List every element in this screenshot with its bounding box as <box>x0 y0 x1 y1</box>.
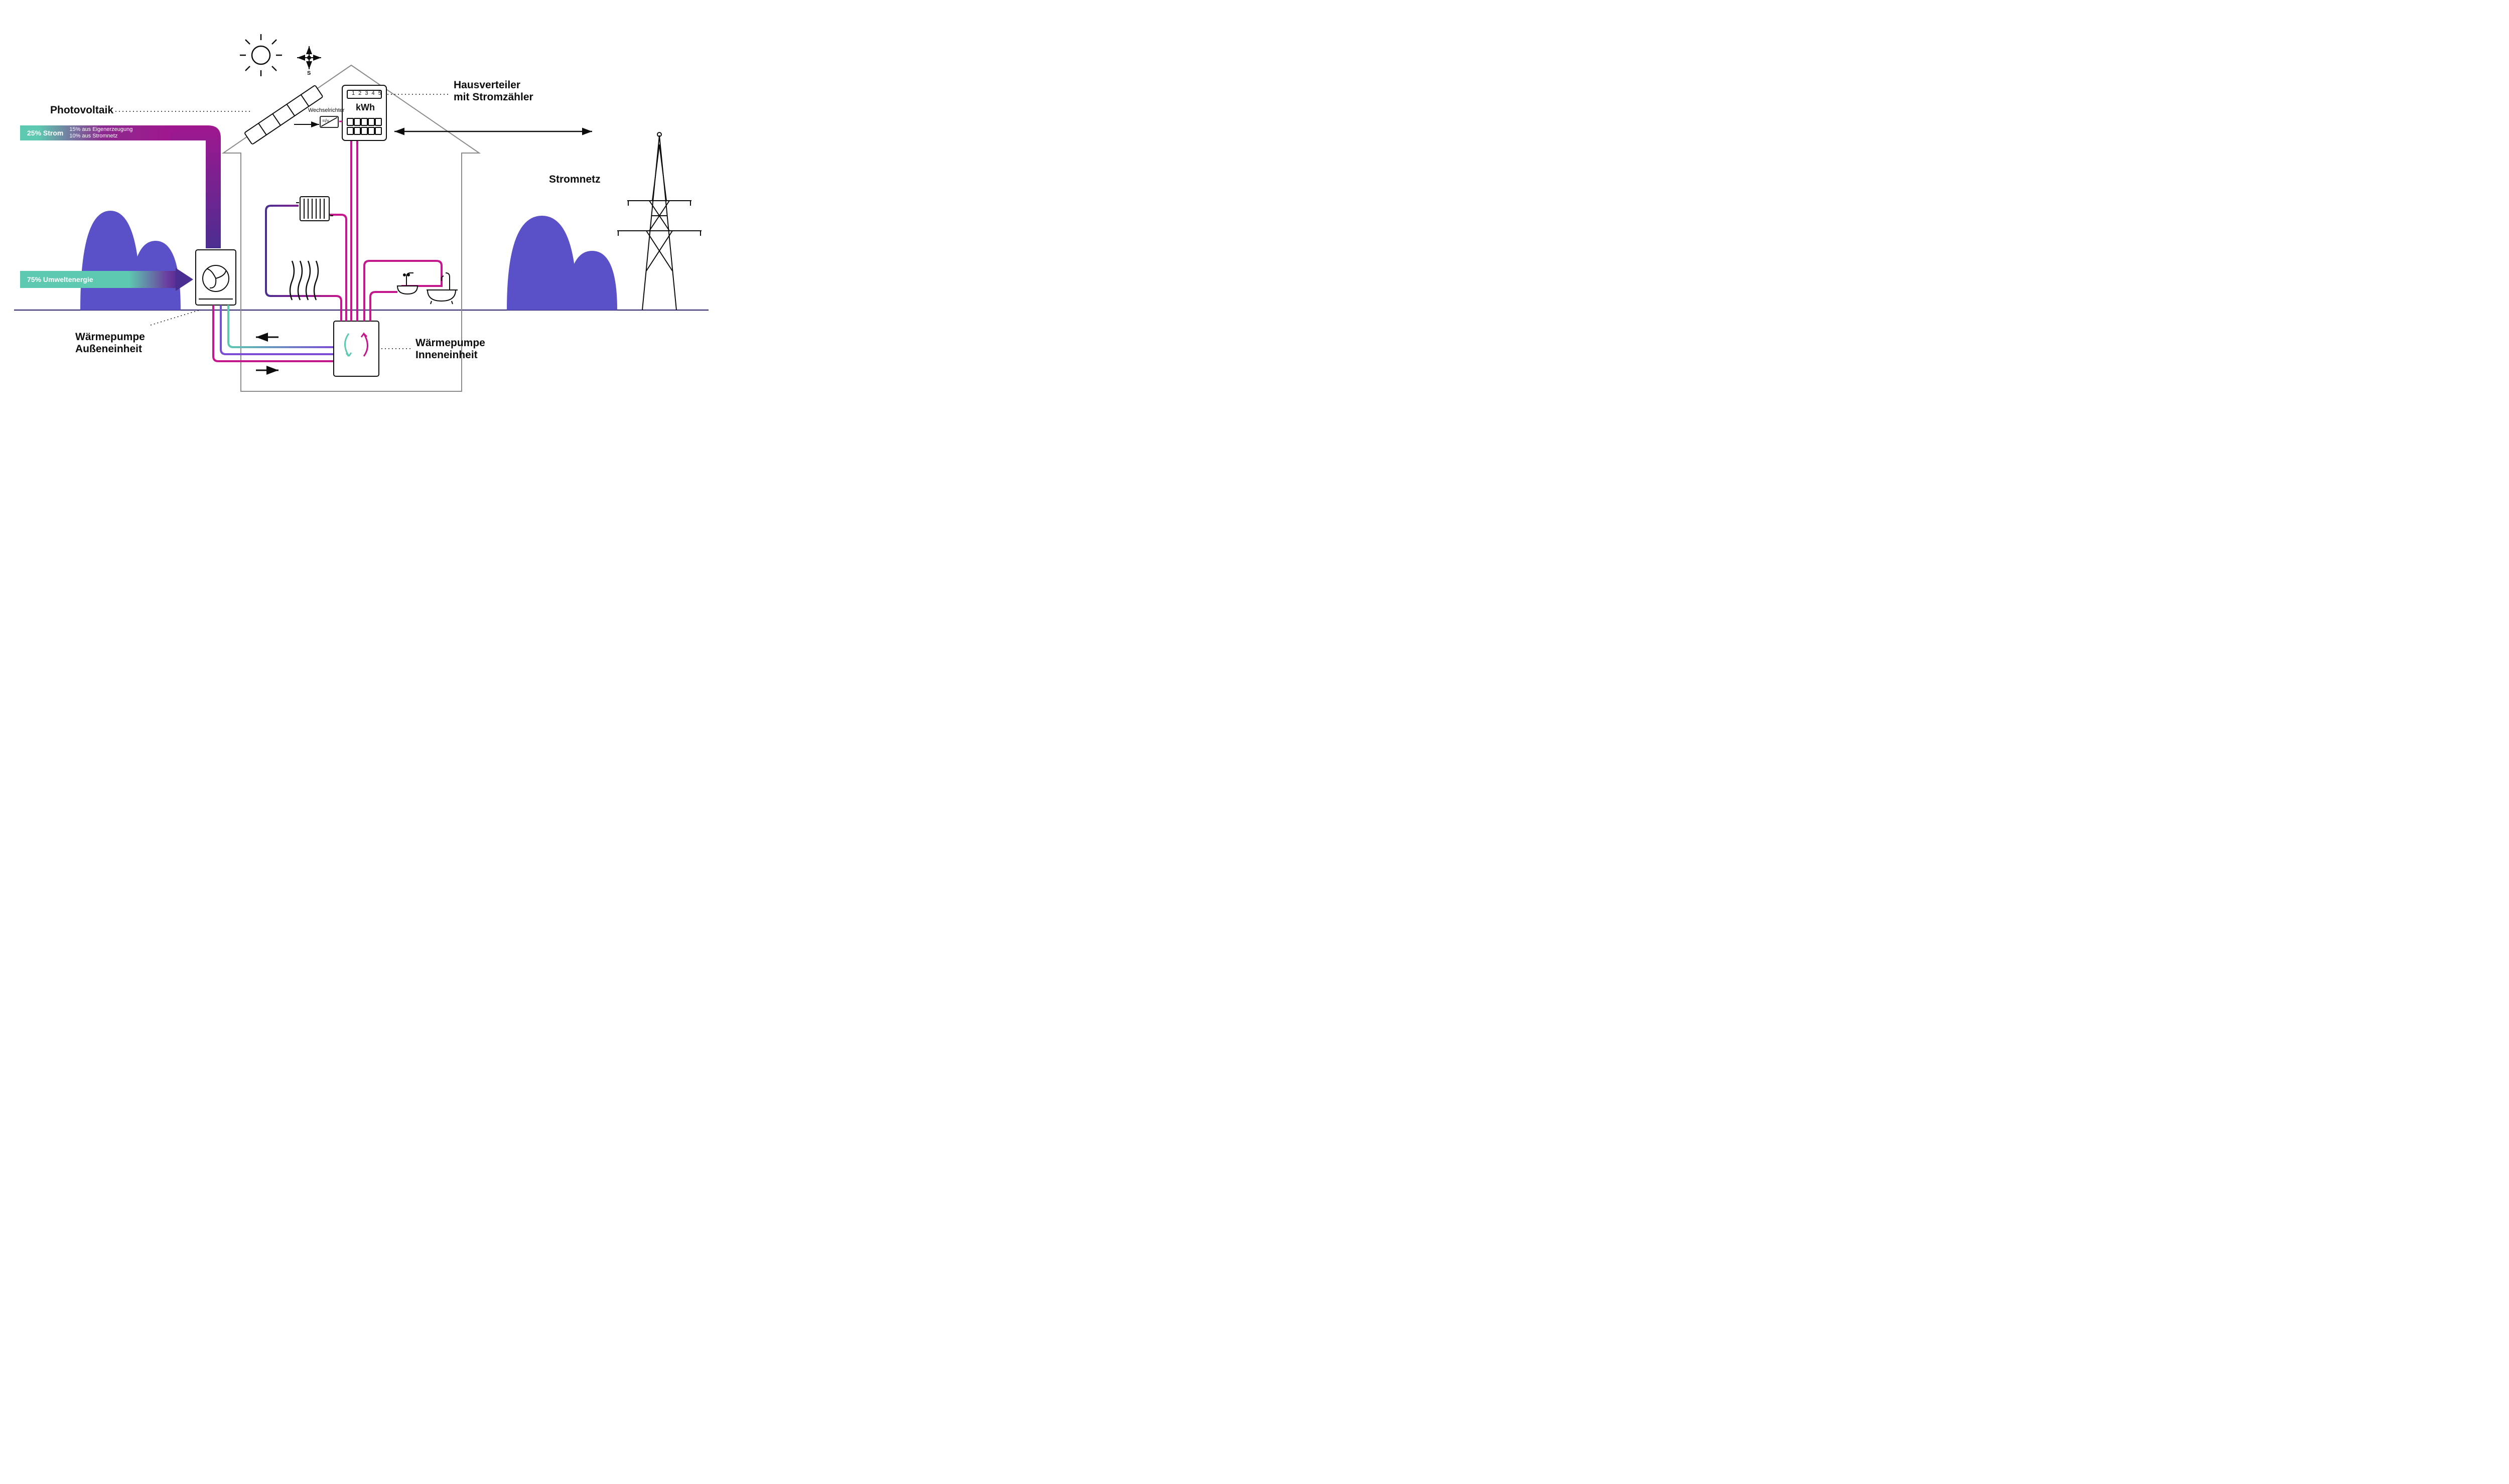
label-hausverteiler-l2: mit Stromzähler <box>454 91 533 103</box>
compass-icon <box>297 46 321 69</box>
leader-outdoor <box>151 310 200 325</box>
heating-loop <box>266 140 442 321</box>
umwelt-band: 75% Umweltenergie <box>20 271 176 288</box>
label-hausverteiler-l1: Hausverteiler <box>454 79 520 91</box>
compass-s: S <box>307 70 311 76</box>
strom-sub1: 15% aus Eigenerzeugung <box>69 126 132 132</box>
refrigerant-pipes <box>213 305 340 361</box>
pylon-icon <box>617 132 702 310</box>
label-wp-innen-l1: Wärmepumpe <box>415 337 485 349</box>
sink-icon <box>397 273 417 294</box>
meter-digits: 1 2 3 4 5 <box>352 90 382 96</box>
heatpump-indoor-icon <box>334 321 379 376</box>
label-wechselrichter: Wechselrichter <box>308 107 345 113</box>
heatpump-outdoor-icon <box>196 250 236 305</box>
label-wp-aussen-l2: Außeneinheit <box>75 343 142 355</box>
radiator-icon <box>296 197 333 221</box>
umwelt-percent: 75% Umweltenergie <box>27 275 93 283</box>
floor-heating-icon <box>290 261 318 300</box>
sun-icon <box>240 34 282 76</box>
label-stromnetz: Stromnetz <box>549 174 601 186</box>
label-wp-innen-l2: Inneneinheit <box>415 349 478 361</box>
label-wp-aussen-l1: Wärmepumpe <box>75 331 145 343</box>
label-kwh: kWh <box>356 102 375 113</box>
bushes-right <box>507 216 617 310</box>
strom-sub: 15% aus Eigenerzeugung 10% aus Stromnetz <box>69 126 132 139</box>
strom-sub2: 10% aus Stromnetz <box>69 133 117 139</box>
energy-diagram <box>0 0 723 418</box>
bushes-left <box>80 211 181 310</box>
strom-percent: 25% Strom <box>27 129 63 137</box>
strom-band: 25% Strom 15% aus Eigenerzeugung 10% aus… <box>20 125 171 140</box>
inverter-symbol: =/≈ <box>322 118 329 124</box>
bathtub-icon <box>427 273 458 304</box>
solar-panel-icon <box>244 85 323 144</box>
label-photovoltaik: Photovoltaik <box>50 104 113 116</box>
